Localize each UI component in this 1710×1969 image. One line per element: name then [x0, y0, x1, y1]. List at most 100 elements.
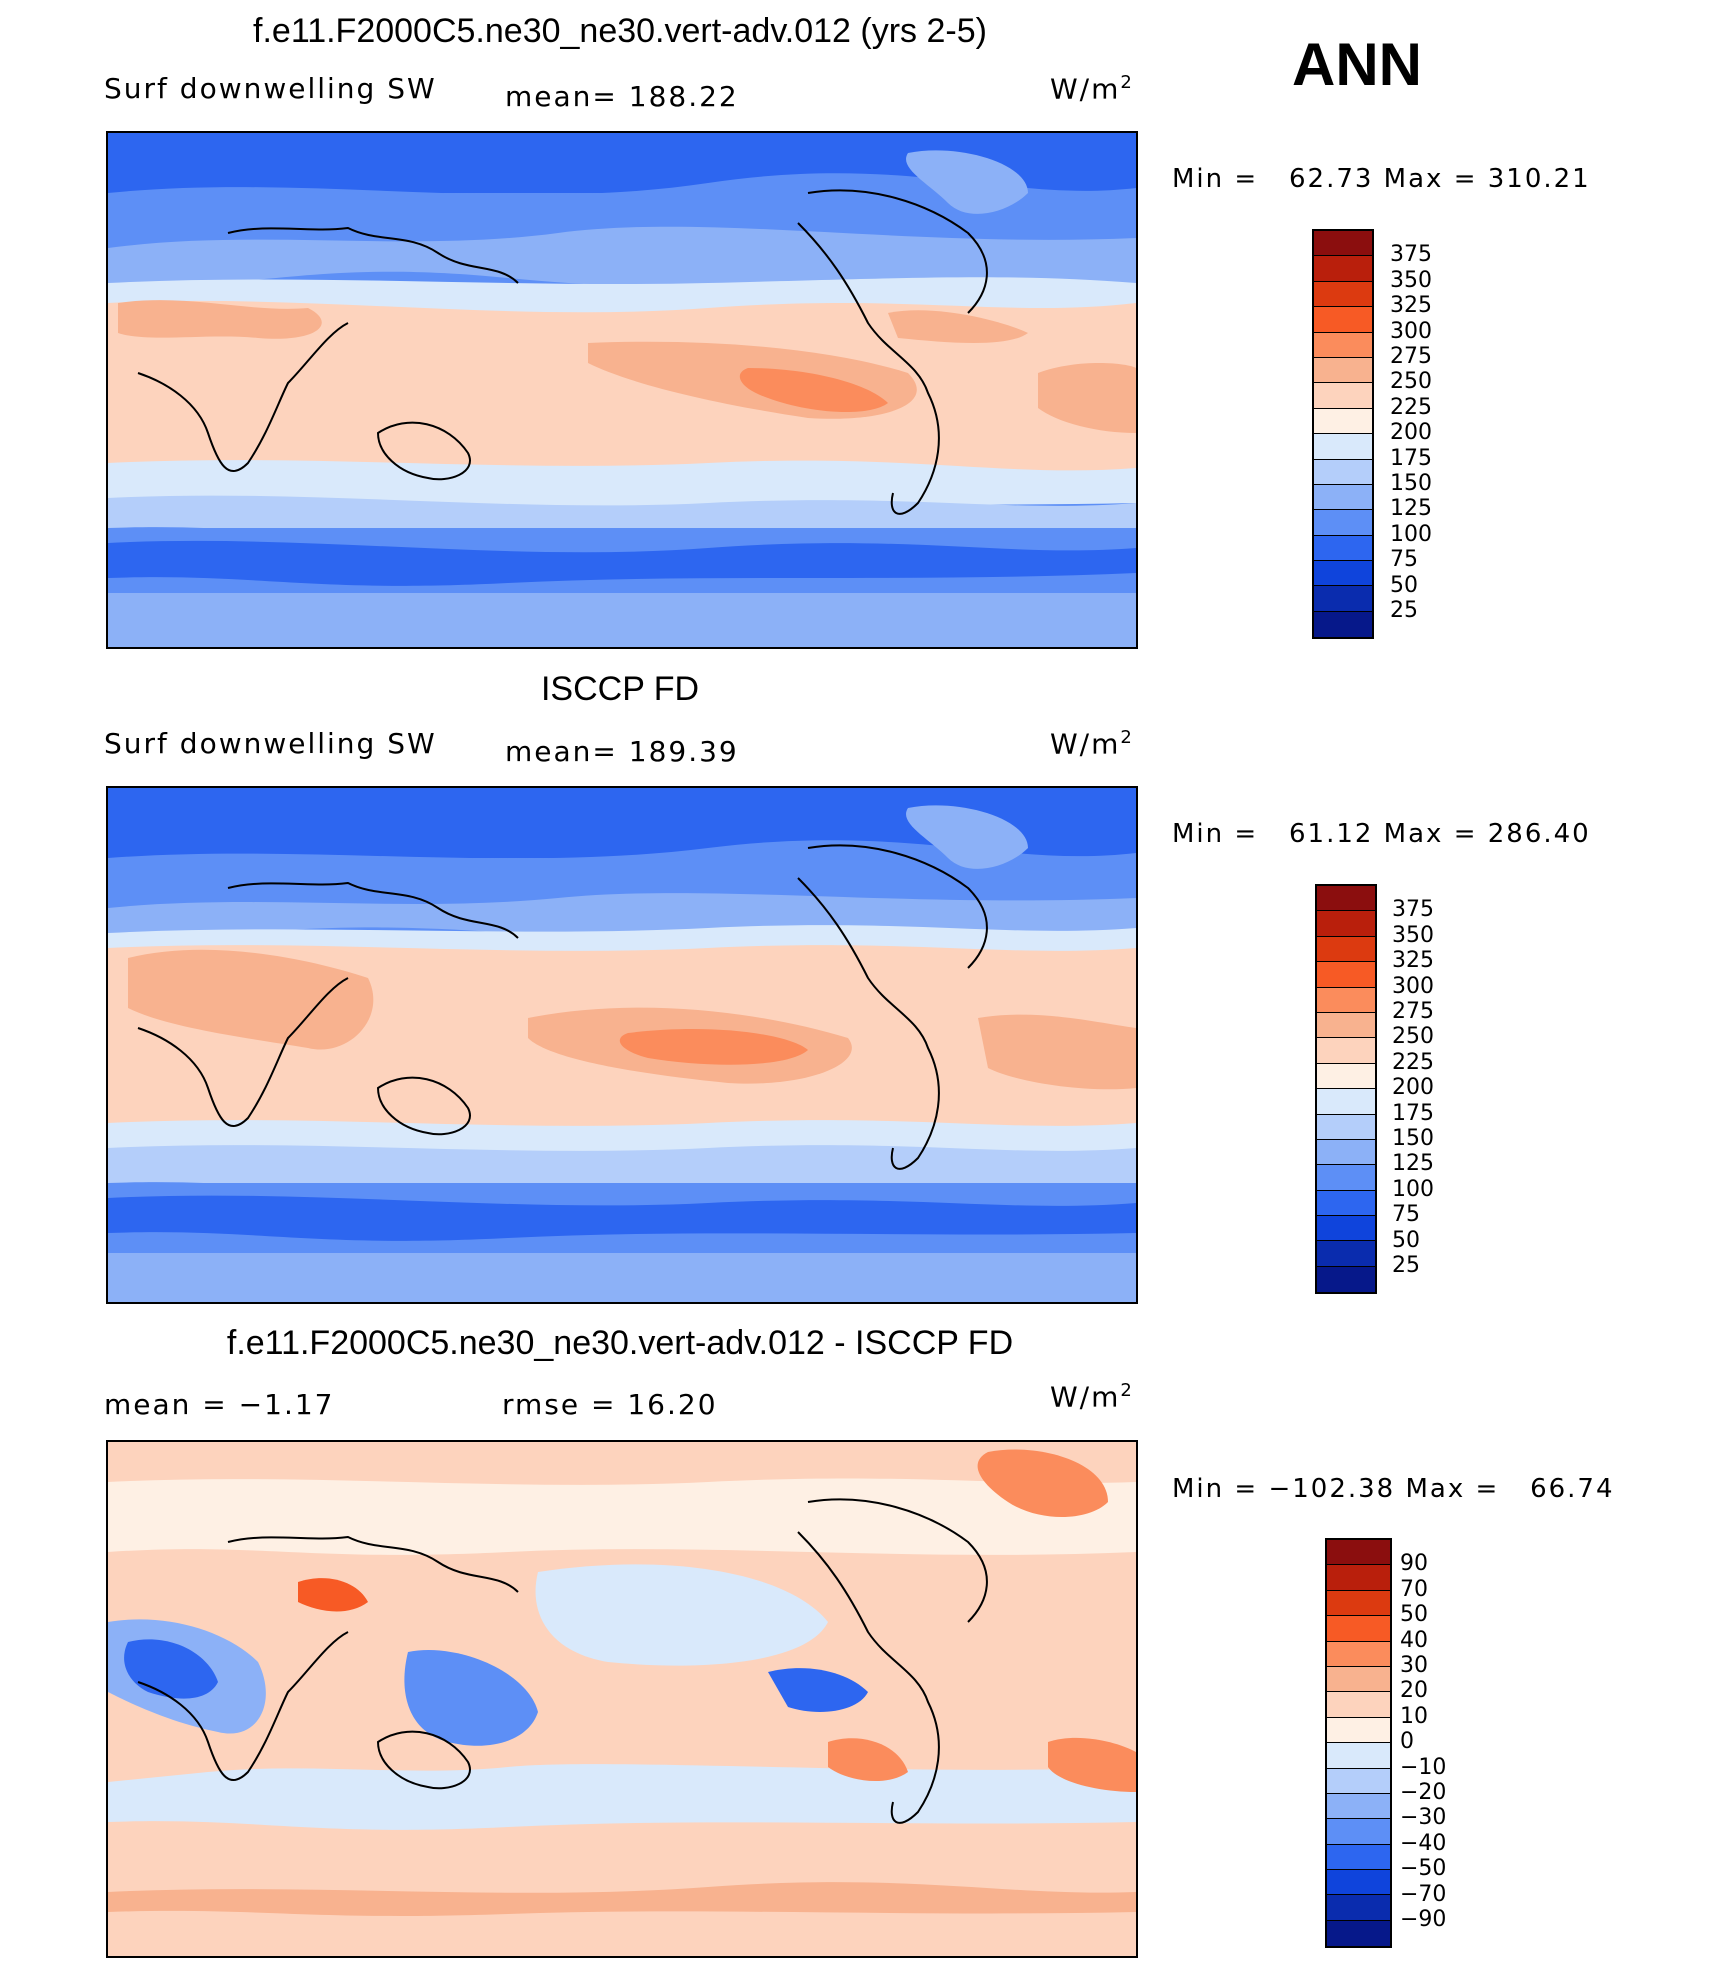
panel-3-mean: mean = −1.17: [104, 1388, 335, 1421]
colorbar-tick-label: 300: [1390, 318, 1432, 344]
colorbar-segment: [1317, 1038, 1375, 1064]
colorbar-segment: [1327, 1590, 1390, 1617]
colorbar-tick-label: −70: [1400, 1881, 1447, 1907]
colorbar-segment: [1317, 1165, 1375, 1191]
colorbar-segment: [1317, 1063, 1375, 1090]
colorbar-tick-label: 200: [1390, 420, 1432, 446]
colorbar-tick-label: 225: [1392, 1049, 1434, 1075]
colorbar-tick-label: 200: [1392, 1075, 1434, 1101]
colorbar-tick-label: 175: [1392, 1100, 1434, 1126]
colorbar-tick-label: −20: [1400, 1780, 1447, 1805]
colorbar-segment: [1327, 1819, 1390, 1845]
panel-2-mean: mean= 189.39: [505, 735, 739, 768]
colorbar-tick-label: 325: [1392, 948, 1434, 974]
panel-1-variable: Surf downwelling SW: [104, 72, 437, 105]
colorbar-tick-label: 375: [1392, 897, 1434, 923]
colorbar-segment: [1314, 611, 1372, 638]
colorbar-tick-label: 75: [1390, 547, 1418, 573]
season-label: ANN: [1292, 31, 1422, 98]
colorbar-segment: [1327, 1565, 1390, 1591]
colorbar-segment: [1317, 962, 1375, 988]
colorbar-tick-label: −90: [1400, 1907, 1447, 1932]
colorbar-tick-label: 275: [1392, 999, 1434, 1024]
colorbar-segment: [1317, 1089, 1375, 1115]
colorbar-tick-label: 250: [1392, 1024, 1434, 1050]
colorbar-segment: [1327, 1768, 1390, 1794]
colorbar-tick-label: −50: [1400, 1856, 1447, 1882]
colorbar-tick-label: 25: [1392, 1253, 1420, 1278]
panel-3-rmse: rmse = 16.20: [502, 1388, 718, 1421]
colorbar-tick-label: 75: [1392, 1202, 1420, 1228]
colorbar-tick-label: 375: [1390, 242, 1432, 268]
colorbar-tick-label: 150: [1392, 1126, 1434, 1151]
colorbar-segment: [1314, 383, 1372, 409]
colorbar-tick-label: −10: [1400, 1754, 1447, 1780]
colorbar-tick-label: 10: [1400, 1703, 1428, 1729]
colorbar-segment: [1327, 1717, 1390, 1744]
colorbar-segment: [1317, 1241, 1375, 1267]
colorbar-tick-label: 275: [1390, 344, 1432, 369]
colorbar-segment: [1317, 1139, 1375, 1166]
colorbar-tick-label: 325: [1390, 293, 1432, 319]
colorbar-tick-label: 20: [1400, 1678, 1428, 1704]
colorbar-segment: [1327, 1616, 1390, 1642]
colorbar-tick-label: −40: [1400, 1830, 1447, 1856]
panel-2-map: [106, 786, 1138, 1304]
colorbar-segment: [1327, 1641, 1390, 1667]
panel-2-title: ISCCP FD: [540, 670, 700, 708]
colorbar-segment: [1327, 1692, 1390, 1718]
colorbar-segment: [1317, 987, 1375, 1013]
colorbar-tick-label: 225: [1390, 394, 1432, 420]
colorbar-segment: [1314, 332, 1372, 358]
colorbar-segment: [1314, 357, 1372, 384]
colorbar-segment: [1314, 281, 1372, 308]
colorbar-segment: [1314, 535, 1372, 562]
colorbar-segment: [1327, 1540, 1390, 1566]
panel-3-colorbar: [1325, 1538, 1392, 1949]
colorbar-tick-label: 25: [1390, 598, 1418, 623]
colorbar-tick-label: 40: [1400, 1627, 1428, 1653]
colorbar-segment: [1327, 1870, 1390, 1896]
panel-1-map: [106, 131, 1138, 649]
colorbar-segment: [1314, 586, 1372, 612]
panel-3-map: [106, 1440, 1138, 1958]
colorbar-tick-label: 50: [1390, 572, 1418, 598]
colorbar-segment: [1327, 1743, 1390, 1769]
colorbar-tick-label: −30: [1400, 1805, 1447, 1831]
panel-2-minmax: Min = 61.12 Max = 286.40: [1172, 819, 1591, 849]
colorbar-segment: [1327, 1844, 1390, 1871]
panel-1-colorbar: [1312, 229, 1374, 640]
colorbar-segment: [1317, 886, 1375, 912]
panel-3-title: f.e11.F2000C5.ne30_ne30.vert-adv.012 - I…: [226, 1324, 1014, 1362]
colorbar-segment: [1317, 936, 1375, 963]
colorbar-segment: [1317, 1216, 1375, 1242]
colorbar-tick-label: 100: [1390, 521, 1432, 547]
colorbar-segment: [1314, 434, 1372, 460]
panel-2-colorbar: [1315, 884, 1377, 1295]
panel-3-units: W/m2: [1050, 1380, 1134, 1414]
colorbar-segment: [1327, 1793, 1390, 1820]
colorbar-tick-label: 350: [1392, 922, 1434, 948]
panel-2-variable: Surf downwelling SW: [104, 727, 437, 760]
colorbar-segment: [1317, 1012, 1375, 1039]
colorbar-tick-label: 30: [1400, 1653, 1428, 1678]
colorbar-tick-label: 175: [1390, 445, 1432, 471]
colorbar-tick-label: 90: [1400, 1551, 1428, 1577]
panel-1-units: W/m2: [1050, 72, 1134, 106]
colorbar-tick-label: 125: [1392, 1151, 1434, 1177]
colorbar-segment: [1314, 408, 1372, 435]
colorbar-tick-label: 300: [1392, 973, 1434, 999]
colorbar-segment: [1314, 307, 1372, 333]
panel-1-minmax: Min = 62.73 Max = 310.21: [1172, 164, 1591, 194]
colorbar-tick-label: 350: [1390, 267, 1432, 293]
colorbar-segment: [1314, 256, 1372, 282]
colorbar-segment: [1314, 231, 1372, 257]
colorbar-segment: [1327, 1895, 1390, 1921]
panel-2-units: W/m2: [1050, 727, 1134, 761]
colorbar-segment: [1317, 911, 1375, 937]
colorbar-tick-label: 250: [1390, 369, 1432, 395]
colorbar-tick-label: 125: [1390, 496, 1432, 522]
colorbar-segment: [1314, 561, 1372, 587]
colorbar-segment: [1317, 1114, 1375, 1140]
colorbar-segment: [1317, 1266, 1375, 1293]
